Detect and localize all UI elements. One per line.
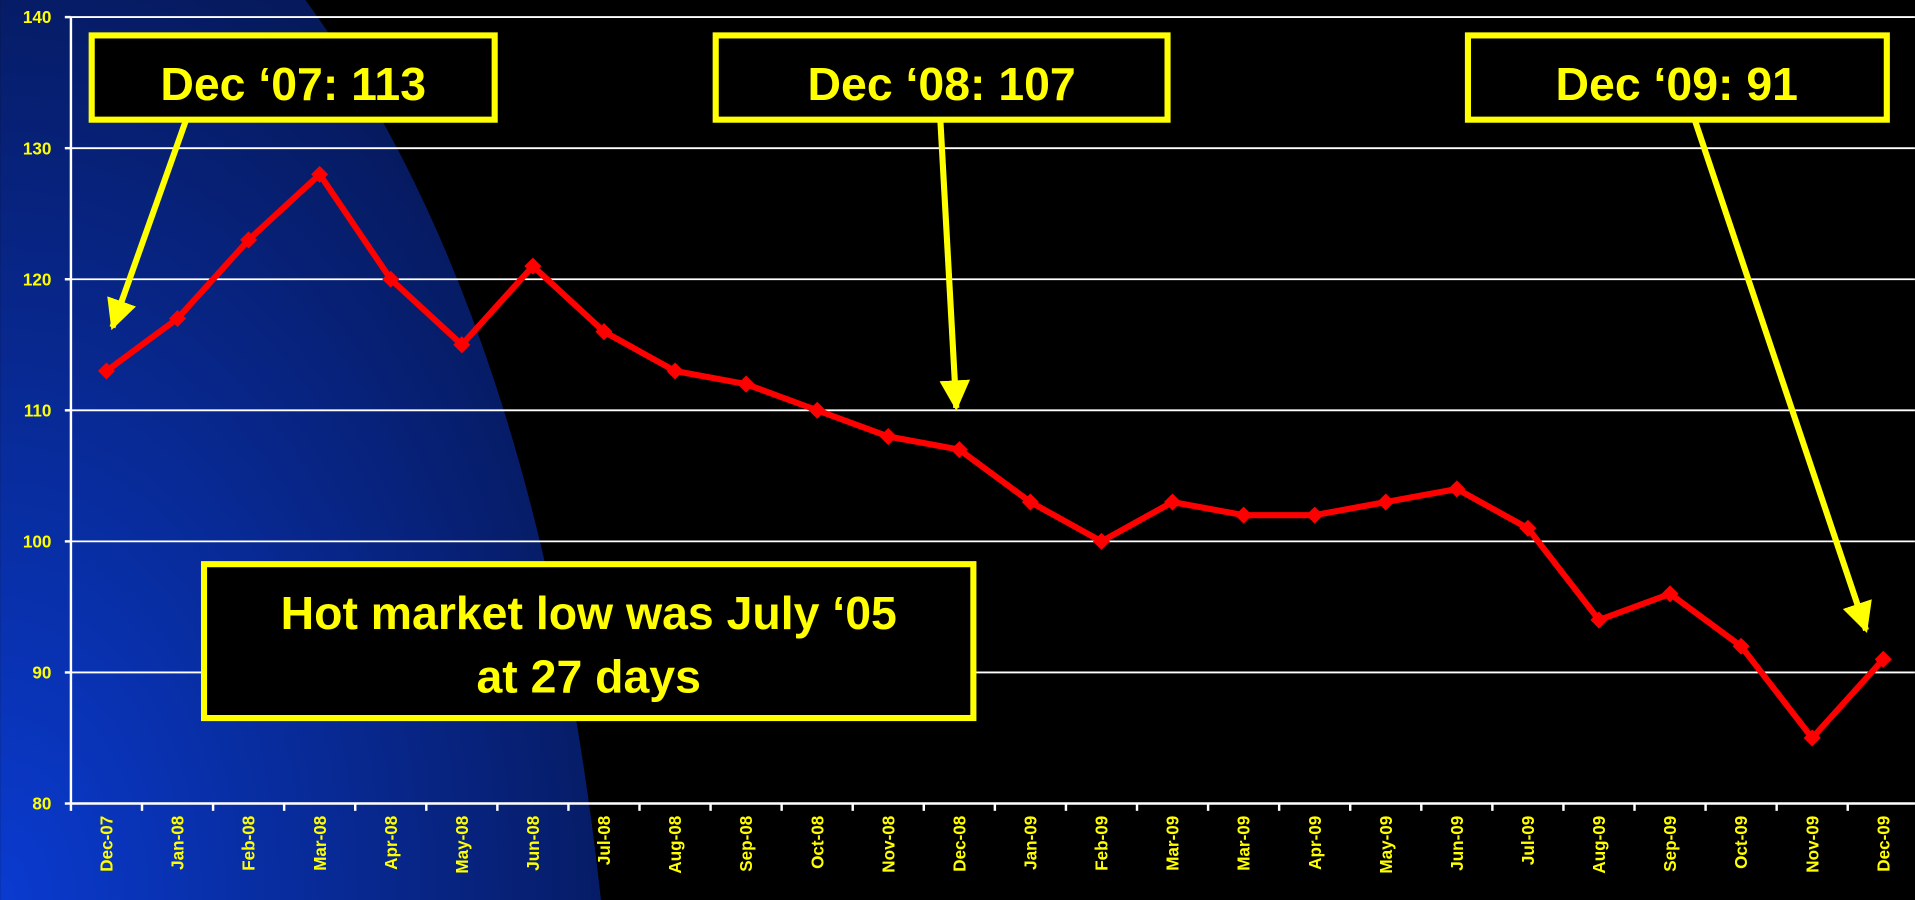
annotation: Dec ‘08: 107 xyxy=(808,58,1076,110)
x-tick-label: Nov-08 xyxy=(879,816,898,873)
callout-box xyxy=(200,561,977,722)
marker xyxy=(1306,506,1324,524)
y-tick-label: 140 xyxy=(23,8,52,27)
y-tick-label: 110 xyxy=(24,401,52,420)
x-tick-label: Sep-08 xyxy=(737,816,756,872)
y-tick-label: 90 xyxy=(32,664,51,683)
callout: at 27 days xyxy=(477,650,701,702)
x-tick-label: Jun-09 xyxy=(1448,816,1467,871)
x-tick-label: May-08 xyxy=(453,816,472,874)
x-tick-label: Mar-08 xyxy=(311,816,330,871)
y-tick-label: 130 xyxy=(23,139,52,158)
annotation-box xyxy=(88,32,498,123)
annotation-box xyxy=(712,32,1171,123)
y-tick-label: 100 xyxy=(23,532,52,551)
marker xyxy=(97,362,116,380)
annotation-box xyxy=(1464,32,1890,123)
x-tick-label: Dec-08 xyxy=(950,816,969,872)
arrow xyxy=(107,119,189,331)
x-tick-label: Oct-09 xyxy=(1732,816,1751,869)
x-tick-label: Apr-08 xyxy=(382,816,401,870)
callout: Hot market low was July ‘05 xyxy=(281,587,897,639)
marker xyxy=(524,257,542,275)
marker xyxy=(879,427,897,446)
marker xyxy=(1021,493,1039,511)
marker xyxy=(808,401,826,419)
x-tick-label: Sep-09 xyxy=(1661,816,1680,872)
x-tick-label: Feb-08 xyxy=(240,816,259,871)
marker xyxy=(1803,729,1821,747)
x-tick-label: Dec-09 xyxy=(1874,816,1893,872)
marker xyxy=(168,310,187,328)
marker xyxy=(1661,585,1679,603)
marker xyxy=(595,323,613,341)
x-tick-label: Aug-09 xyxy=(1590,816,1609,874)
x-tick-label: Feb-09 xyxy=(1093,816,1112,871)
x-tick-label: Dec-07 xyxy=(98,816,117,872)
x-tick-label: Aug-08 xyxy=(666,816,685,874)
x-tick-label: Jan-08 xyxy=(169,816,188,870)
x-tick-label: Mar-09 xyxy=(1164,816,1183,871)
arrow xyxy=(1692,119,1872,634)
annotation: Dec ‘09: 91 xyxy=(1556,58,1798,110)
x-tick-label: Oct-08 xyxy=(808,816,827,869)
x-tick-label: Jul-08 xyxy=(595,816,614,865)
annotation: Dec ‘07: 113 xyxy=(160,58,426,110)
marker xyxy=(950,441,968,459)
line xyxy=(104,171,1886,742)
x-tick-label: Nov-09 xyxy=(1803,816,1822,873)
x-tick-label: Jul-09 xyxy=(1519,816,1538,865)
marker xyxy=(1448,480,1466,498)
y-tick-label: 120 xyxy=(23,270,52,289)
marker xyxy=(311,165,329,183)
marker xyxy=(453,336,471,354)
x-tick-label: Mar-09 xyxy=(1235,816,1254,871)
x-tick-label: May-09 xyxy=(1377,816,1396,874)
x-tick-label: Jan-09 xyxy=(1022,816,1041,870)
marker xyxy=(382,270,400,288)
x-tick-label: Apr-09 xyxy=(1306,816,1325,870)
x-tick-label: Jun-08 xyxy=(524,816,543,871)
arrow xyxy=(937,120,971,411)
y-tick-label: 80 xyxy=(32,795,51,814)
